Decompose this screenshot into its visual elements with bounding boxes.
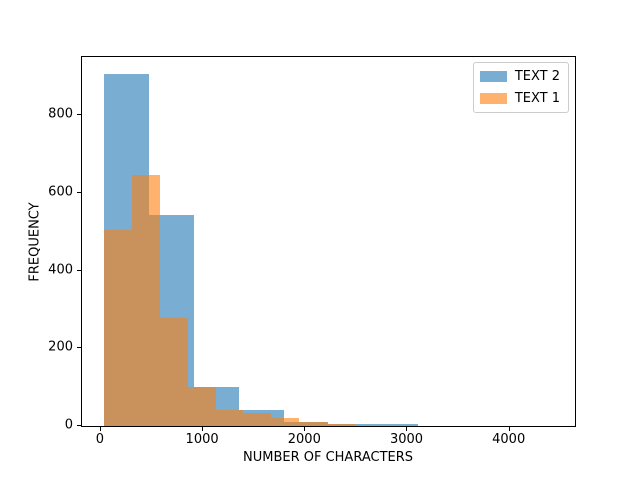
y-tick-mark-800 — [77, 114, 81, 116]
y-tick-label-0: 0 — [64, 417, 73, 433]
legend: TEXT 2 TEXT 1 — [472, 62, 569, 113]
hist-bar-series2-bin3 — [159, 317, 188, 426]
y-tick-mark-200 — [77, 347, 81, 349]
x-tick-label-1000: 1000 — [185, 432, 219, 447]
y-tick-label-200: 200 — [48, 339, 73, 355]
x-tick-mark-3000 — [406, 427, 408, 431]
y-tick-mark-0 — [77, 425, 81, 426]
legend-entry-1: TEXT 2 — [479, 68, 560, 85]
x-tick-mark-1000 — [202, 427, 204, 431]
hist-bar-series2-bin6 — [243, 413, 272, 426]
hist-bar-series2-bin8 — [298, 421, 327, 426]
y-tick-label-600: 600 — [48, 184, 73, 200]
hist-bar-series1-bin7 — [373, 423, 419, 426]
hist-bar-series2-bin4 — [187, 387, 216, 426]
hist-bar-series2-bin5 — [215, 410, 244, 426]
x-tick-mark-4000 — [508, 427, 510, 431]
legend-entry-2: TEXT 1 — [479, 90, 560, 107]
y-tick-label-400: 400 — [48, 262, 73, 278]
x-tick-mark-0 — [99, 427, 101, 431]
x-tick-mark-2000 — [304, 427, 306, 431]
x-axis-label: NUMBER OF CHARACTERS — [242, 450, 414, 465]
hist-bar-series2-bin7 — [271, 417, 299, 426]
hist-bar-series2-bin1 — [104, 229, 133, 426]
y-tick-mark-600 — [77, 191, 81, 193]
plot-area: TEXT 2 TEXT 1 — [81, 56, 576, 427]
x-tick-label-4000: 4000 — [492, 432, 526, 447]
legend-label-2: TEXT 1 — [514, 91, 560, 106]
y-axis-label: FREQUENCY — [27, 202, 43, 282]
x-tick-label-3000: 3000 — [389, 432, 424, 447]
legend-label-1: TEXT 2 — [514, 69, 560, 84]
hist-bar-series2-bin2 — [132, 174, 160, 426]
legend-swatch-2 — [479, 93, 507, 104]
y-tick-label-800: 800 — [48, 106, 73, 122]
histogram-bars-layer — [82, 57, 575, 426]
legend-swatch-1 — [479, 71, 507, 82]
y-tick-mark-400 — [77, 269, 81, 271]
x-tick-label-0: 0 — [95, 432, 105, 447]
x-tick-label-2000: 2000 — [287, 432, 321, 447]
hist-bar-series2-bin9 — [326, 423, 355, 426]
